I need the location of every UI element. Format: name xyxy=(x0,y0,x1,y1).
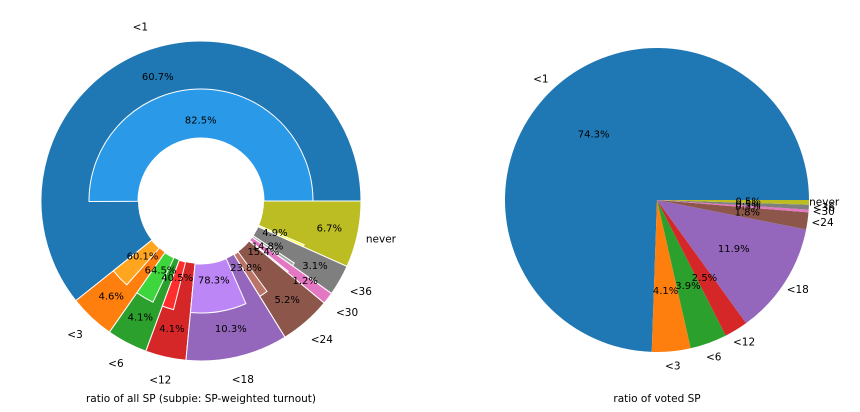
outer-pct-lt6: 4.1% xyxy=(128,312,153,323)
label-lt6: <6 xyxy=(706,351,722,363)
slice-lt36 xyxy=(657,200,809,210)
inner-pct-lt6: 64.5% xyxy=(145,266,177,277)
outer-label-lt18: <18 xyxy=(232,374,254,386)
inner-pct-lt3: 60.1% xyxy=(127,252,159,263)
inner-pct-lt1: 82.5% xyxy=(185,115,217,126)
label-lt1: <1 xyxy=(533,74,548,86)
label-lt12: <12 xyxy=(733,337,755,349)
outer-pct-lt24: 5.2% xyxy=(274,295,299,306)
pct-lt3: 4.1% xyxy=(653,286,678,297)
label-lt18: <18 xyxy=(787,284,809,296)
outer-pct-lt36: 3.1% xyxy=(302,261,327,272)
label-lt24: <24 xyxy=(812,217,834,229)
pct-lt30: 0.3% xyxy=(735,202,760,213)
inner-pct-never: 4.9% xyxy=(262,228,287,239)
label-never: never xyxy=(809,197,840,209)
outer-label-never: never xyxy=(366,233,397,245)
pct-lt6: 3.9% xyxy=(675,281,700,292)
nested-donut-chart: <1 60.7% 82.5% <3 4.6% 60.1% <6 4.1% 64.5% <12 4.1… xyxy=(40,21,397,405)
slice-lt3 xyxy=(651,200,691,352)
outer-label-lt30: <30 xyxy=(336,307,358,319)
outer-pct-lt1: 60.7% xyxy=(142,72,174,83)
slice-lt6 xyxy=(657,200,726,349)
left-chart-caption: ratio of all SP (subpie: SP-weighted tur… xyxy=(86,393,316,405)
slice-lt1 xyxy=(505,48,809,352)
outer-label-lt6: <6 xyxy=(108,358,124,370)
pct-lt36: 0.5% xyxy=(735,199,760,210)
outer-pct-lt12: 4.1% xyxy=(159,324,184,335)
label-lt3: <3 xyxy=(665,360,680,372)
slice-never xyxy=(657,200,809,205)
slice-lt18 xyxy=(657,200,807,324)
slice-lt24 xyxy=(657,200,809,230)
inner-pct-lt12: 40.5% xyxy=(161,273,193,284)
inner-pct-lt24: 23.8% xyxy=(230,263,262,274)
outer-label-lt3: <3 xyxy=(67,329,82,341)
slice-lt30 xyxy=(657,200,809,213)
outer-pct-lt3: 4.6% xyxy=(98,292,123,303)
pct-lt18: 11.9% xyxy=(718,244,750,255)
inner-pct-lt36: 14.8% xyxy=(252,242,284,253)
pct-lt1: 74.3% xyxy=(578,129,610,140)
inner-pct-lt18: 78.3% xyxy=(198,276,230,287)
label-lt36: <36 xyxy=(813,202,835,214)
right-chart-caption: ratio of voted SP xyxy=(613,393,700,405)
inner-pct-lt30: 15.4% xyxy=(248,247,280,258)
donut-hole xyxy=(138,138,264,264)
slice-lt12 xyxy=(657,200,747,336)
outer-label-lt36: <36 xyxy=(350,286,372,298)
label-lt30: <30 xyxy=(813,206,835,218)
outer-label-lt24: <24 xyxy=(311,334,333,346)
voted-pie-chart: <1 74.3% <3 4.1% <6 3.9% <12 2.5% <18 11.9% <24 1.8… xyxy=(505,48,840,405)
outer-pct-never: 6.7% xyxy=(317,223,342,234)
pct-lt24: 1.8% xyxy=(735,208,760,219)
outer-label-lt12: <12 xyxy=(149,374,171,386)
pct-never: 0.5% xyxy=(735,196,760,207)
pct-lt12: 2.5% xyxy=(692,273,717,284)
outer-label-lt1: <1 xyxy=(133,21,148,33)
outer-pct-lt18: 10.3% xyxy=(215,324,247,335)
outer-pct-lt30: 1.2% xyxy=(292,276,317,287)
